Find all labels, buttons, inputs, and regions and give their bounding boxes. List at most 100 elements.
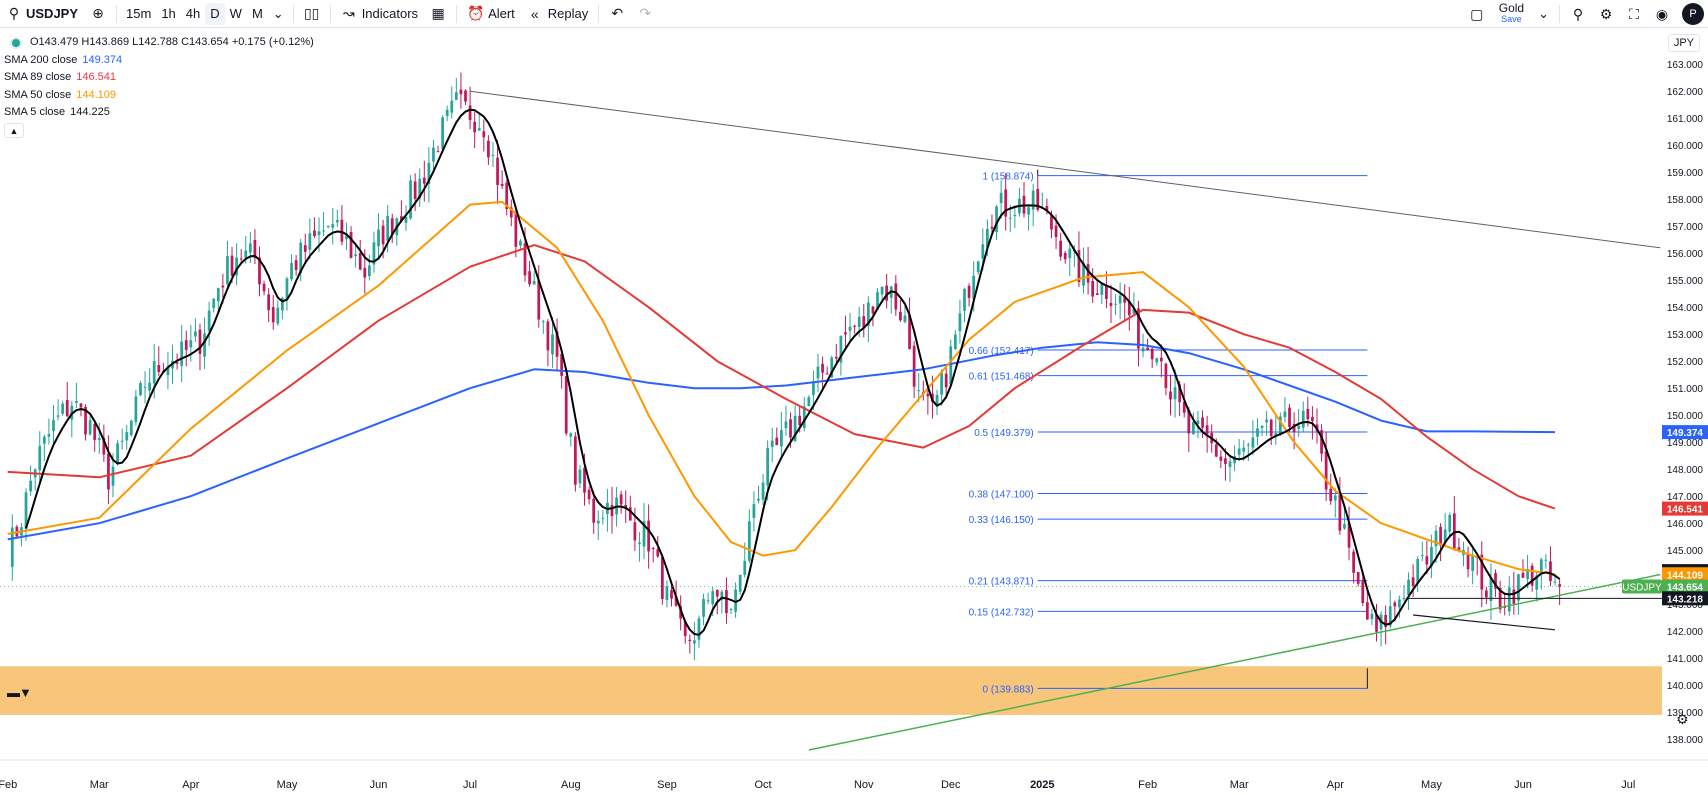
candle-body — [38, 446, 42, 471]
candle-body — [693, 640, 696, 644]
candle-body — [1182, 402, 1186, 413]
candle-body — [1114, 303, 1117, 305]
candle-body — [432, 147, 435, 162]
candle-body — [1535, 575, 1539, 590]
candle-body — [583, 467, 586, 493]
candle-body — [1086, 264, 1090, 283]
candle-body — [537, 280, 541, 320]
candle-body — [1192, 421, 1195, 435]
candle-body — [569, 433, 573, 437]
candle-body — [715, 589, 719, 597]
candle-body — [367, 265, 371, 277]
candle-body — [638, 542, 641, 545]
screenshot-button[interactable]: ◉ — [1648, 0, 1676, 28]
interval-15m[interactable]: 15m — [126, 6, 152, 21]
candle-body — [1288, 407, 1291, 428]
interval-d[interactable]: D — [205, 2, 225, 25]
quick-search-button[interactable]: ⚲ — [1564, 0, 1592, 28]
price-tick: 146.000 — [1667, 519, 1704, 530]
magnifier-icon: ⚲ — [1572, 5, 1584, 22]
axis-settings-gear-icon[interactable]: ⚙ — [1676, 711, 1689, 727]
candle-body — [1430, 546, 1433, 567]
ohlc-values: O143.479 H143.869 L142.788 C143.654 +0.1… — [30, 36, 314, 48]
interval-w[interactable]: W — [229, 6, 242, 21]
time-tick: Mar — [90, 779, 109, 791]
candle-body — [656, 549, 660, 557]
compare-symbol-button[interactable]: ⊕ — [84, 0, 112, 28]
candle-body — [1320, 430, 1323, 454]
interval-m[interactable]: M — [251, 6, 263, 21]
fullscreen-button[interactable]: ⛶ — [1620, 0, 1648, 28]
candle-body — [587, 489, 591, 500]
candle-body — [84, 406, 87, 435]
candle-body — [857, 316, 861, 327]
undo-button[interactable]: ↶ — [603, 0, 631, 28]
candle-body — [349, 231, 353, 258]
layout-status: Save — [1501, 14, 1522, 24]
candle-body — [647, 520, 650, 552]
candle-body — [894, 283, 898, 310]
candle-body — [1329, 488, 1333, 502]
price-axis — [1662, 28, 1708, 760]
candle-body — [253, 239, 257, 259]
candle-body — [578, 469, 582, 484]
candle-body — [262, 283, 266, 292]
collapse-legend-button[interactable]: ▲ — [4, 123, 24, 138]
candle-body — [107, 453, 110, 490]
symbol-tag: USDJPY — [1622, 583, 1662, 594]
sma5-line — [25, 108, 1561, 636]
candle-body — [358, 252, 362, 270]
candle-body — [642, 521, 646, 547]
candle-body — [1333, 495, 1337, 501]
layout-name-button[interactable]: Gold Save — [1491, 2, 1532, 25]
candle-body — [413, 181, 417, 199]
interval-dropdown[interactable]: ⌄ — [268, 3, 289, 25]
sma89-legend[interactable]: SMA 89 close 146.541 — [4, 69, 314, 87]
candle-body — [908, 315, 911, 350]
candle-body — [711, 591, 715, 605]
undo-icon: ↶ — [611, 5, 624, 21]
layout-menu-button[interactable]: ⌄ — [1532, 0, 1555, 28]
symbol-search[interactable]: ⚲ USDJPY — [0, 0, 84, 28]
settings-button[interactable]: ⚙ — [1592, 0, 1620, 28]
candle-body — [766, 448, 770, 486]
replay-button[interactable]: « Replay — [521, 0, 594, 28]
avatar[interactable]: P — [1682, 3, 1704, 25]
chevron-down-icon: ⌄ — [272, 5, 284, 21]
redo-button[interactable]: ↷ — [631, 0, 659, 28]
sma89-value: 146.541 — [76, 71, 117, 83]
time-tick: Oct — [755, 779, 772, 791]
templates-button[interactable]: ▦ — [424, 0, 452, 28]
alert-button[interactable]: ⏰ Alert — [461, 0, 521, 28]
candle-body — [757, 498, 760, 501]
candle-body — [477, 128, 481, 131]
candle-body — [281, 297, 284, 311]
chart-type-button[interactable]: ▯▯ — [298, 0, 326, 28]
divider — [329, 4, 331, 23]
candle-body — [427, 162, 431, 185]
candle-body — [839, 336, 843, 363]
currency-selector[interactable]: JPY — [1667, 34, 1700, 52]
indicators-button[interactable]: ↝ Indicators — [335, 0, 424, 28]
sma50-legend[interactable]: SMA 50 close 144.109 — [4, 87, 314, 105]
candle-body — [697, 618, 701, 640]
candle-body — [601, 517, 605, 519]
candle-body — [139, 383, 142, 396]
candle-body — [207, 310, 211, 331]
candle-body — [958, 313, 962, 332]
interval-4h[interactable]: 4h — [185, 6, 201, 21]
candle-body — [1416, 558, 1420, 583]
interval-1h[interactable]: 1h — [161, 6, 176, 21]
candle-body — [221, 285, 225, 288]
candle-body — [157, 365, 161, 373]
sma200-legend[interactable]: SMA 200 close 149.374 — [4, 52, 314, 70]
candle-body — [670, 590, 673, 599]
price-tick: 152.000 — [1667, 357, 1704, 368]
search-icon: ⚲ — [8, 5, 20, 21]
candle-body — [1398, 599, 1401, 608]
sma5-legend[interactable]: SMA 5 close 144.225 — [4, 104, 314, 122]
layout-toggle-button[interactable]: ▢ — [1463, 0, 1491, 28]
candle-body — [1063, 252, 1067, 260]
candle-body — [1301, 410, 1305, 428]
